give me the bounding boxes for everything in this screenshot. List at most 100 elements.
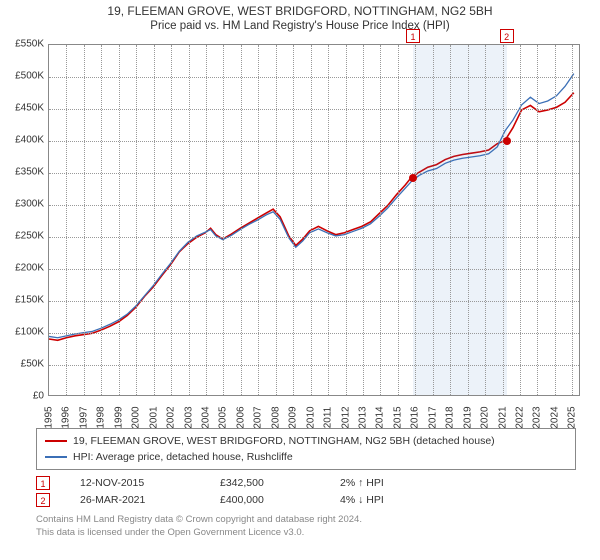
x-axis-label: 2008 [270, 406, 281, 428]
y-axis-label: £550K [0, 39, 44, 50]
transaction-marker-2: 2 [36, 493, 50, 507]
y-axis-label: £400K [0, 135, 44, 146]
shaded-range [413, 45, 507, 395]
y-axis-label: £450K [0, 103, 44, 114]
legend-swatch [45, 456, 67, 458]
x-axis-label: 2019 [462, 406, 473, 428]
gridline-v [293, 45, 294, 395]
x-axis-label: 2020 [480, 406, 491, 428]
y-axis-label: £350K [0, 167, 44, 178]
gridline-v [311, 45, 312, 395]
transaction-date: 26-MAR-2021 [80, 494, 190, 506]
gridline-v [450, 45, 451, 395]
x-axis-label: 2022 [514, 406, 525, 428]
gridline-v [328, 45, 329, 395]
gridline-v [136, 45, 137, 395]
transaction-delta: 2% ↑ HPI [340, 477, 430, 489]
gridline-h [49, 237, 579, 238]
gridline-h [49, 365, 579, 366]
transaction-row: 1 12-NOV-2015 £342,500 2% ↑ HPI [36, 476, 576, 490]
x-axis-label: 2001 [148, 406, 159, 428]
gridline-v [171, 45, 172, 395]
marker-dot-2 [503, 137, 511, 145]
x-axis-label: 1999 [113, 406, 124, 428]
legend-row: HPI: Average price, detached house, Rush… [45, 449, 567, 465]
legend-row: 19, FLEEMAN GROVE, WEST BRIDGFORD, NOTTI… [45, 433, 567, 449]
gridline-h [49, 205, 579, 206]
gridline-v [415, 45, 416, 395]
x-axis-label: 2010 [305, 406, 316, 428]
transaction-date: 12-NOV-2015 [80, 477, 190, 489]
x-axis-label: 1995 [44, 406, 55, 428]
x-axis-label: 2003 [183, 406, 194, 428]
x-axis-label: 2006 [235, 406, 246, 428]
x-axis-label: 2024 [549, 406, 560, 428]
x-axis-label: 2015 [392, 406, 403, 428]
gridline-v [66, 45, 67, 395]
x-axis-label: 1997 [78, 406, 89, 428]
gridline-h [49, 269, 579, 270]
gridline-h [49, 109, 579, 110]
gridline-v [485, 45, 486, 395]
legend-box: 19, FLEEMAN GROVE, WEST BRIDGFORD, NOTTI… [36, 428, 576, 470]
gridline-v [572, 45, 573, 395]
x-axis-label: 2012 [340, 406, 351, 428]
y-axis-label: £200K [0, 263, 44, 274]
transaction-price: £400,000 [220, 494, 310, 506]
x-axis-label: 2009 [288, 406, 299, 428]
gridline-v [101, 45, 102, 395]
gridline-v [537, 45, 538, 395]
gridline-v [189, 45, 190, 395]
gridline-v [503, 45, 504, 395]
y-axis-label: £250K [0, 231, 44, 242]
transaction-price: £342,500 [220, 477, 310, 489]
gridline-v [223, 45, 224, 395]
marker-flag-1: 1 [406, 29, 420, 43]
chart: 1995199619971998199920002001200220032004… [48, 44, 580, 396]
gridline-h [49, 141, 579, 142]
transaction-marker-1: 1 [36, 476, 50, 490]
x-axis-label: 2023 [532, 406, 543, 428]
title-main: 19, FLEEMAN GROVE, WEST BRIDGFORD, NOTTI… [0, 4, 600, 18]
gridline-v [154, 45, 155, 395]
gridline-v [119, 45, 120, 395]
x-axis-label: 2021 [497, 406, 508, 428]
x-axis-label: 2004 [200, 406, 211, 428]
legend-label: 19, FLEEMAN GROVE, WEST BRIDGFORD, NOTTI… [73, 433, 495, 449]
lower-panel: 19, FLEEMAN GROVE, WEST BRIDGFORD, NOTTI… [36, 428, 576, 539]
gridline-v [84, 45, 85, 395]
gridline-v [206, 45, 207, 395]
transaction-delta: 4% ↓ HPI [340, 494, 430, 506]
x-axis-label: 1996 [61, 406, 72, 428]
x-axis-label: 2000 [131, 406, 142, 428]
x-axis-label: 2013 [357, 406, 368, 428]
gridline-h [49, 77, 579, 78]
x-axis-label: 1998 [96, 406, 107, 428]
y-axis-label: £50K [0, 359, 44, 370]
gridline-v [346, 45, 347, 395]
gridline-v [380, 45, 381, 395]
gridline-h [49, 301, 579, 302]
legend-label: HPI: Average price, detached house, Rush… [73, 449, 293, 465]
footer: Contains HM Land Registry data © Crown c… [36, 513, 576, 539]
gridline-v [468, 45, 469, 395]
y-axis-label: £150K [0, 295, 44, 306]
footer-line2: This data is licensed under the Open Gov… [36, 526, 576, 539]
gridline-v [398, 45, 399, 395]
x-axis-label: 2002 [166, 406, 177, 428]
x-axis-label: 2018 [445, 406, 456, 428]
gridline-v [258, 45, 259, 395]
x-axis-label: 2017 [427, 406, 438, 428]
gridline-v [433, 45, 434, 395]
marker-dot-1 [409, 174, 417, 182]
gridline-h [49, 173, 579, 174]
gridline-v [276, 45, 277, 395]
transactions-list: 1 12-NOV-2015 £342,500 2% ↑ HPI 2 26-MAR-2021… [36, 476, 576, 507]
gridline-v [555, 45, 556, 395]
gridline-h [49, 333, 579, 334]
x-axis-label: 2025 [567, 406, 578, 428]
y-axis-label: £100K [0, 327, 44, 338]
gridline-v [241, 45, 242, 395]
x-axis-label: 2005 [218, 406, 229, 428]
y-axis-label: £300K [0, 199, 44, 210]
